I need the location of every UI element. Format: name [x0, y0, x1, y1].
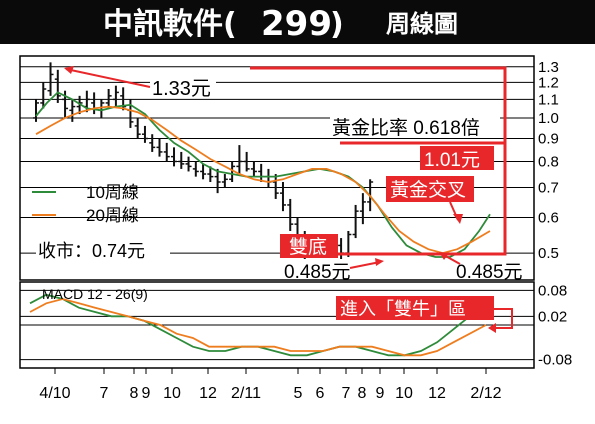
x-tick-label: 10 [163, 385, 181, 402]
low-right-label: 0.485元 [456, 262, 523, 283]
macd-zone-label: 進入「雙牛」區 [340, 299, 466, 319]
x-tick-label: 10 [395, 385, 413, 402]
x-tick-label: 2/12 [470, 385, 501, 402]
double-bottom-badge [280, 234, 338, 258]
low-left-arrow [349, 261, 381, 269]
high-arrowhead [64, 66, 74, 74]
double-bottom-label: 雙底 [289, 236, 327, 258]
x-tick-label: 4/10 [39, 385, 70, 402]
price-tick-label: 1.0 [538, 110, 559, 127]
close-price-label: 收市：0.74元 [38, 241, 145, 261]
price-tick-label: 1.2 [538, 74, 559, 91]
target-badge [420, 146, 494, 170]
golden-ratio-label: 黃金比率 0.618倍 [332, 117, 480, 139]
price-panel-frame [19, 55, 535, 281]
price-tick-label: 0.6 [538, 210, 559, 227]
x-tick-label: 9 [376, 385, 385, 402]
moving-averages [35, 91, 491, 258]
macd-zone-arrow [492, 308, 513, 329]
ma20-line [35, 105, 491, 255]
macd-lines [29, 293, 487, 357]
macd-tick-label: -0.08 [538, 352, 572, 369]
x-tick-label: 7 [342, 385, 351, 402]
price-tick-label: 0.5 [538, 245, 559, 262]
title-subtitle: 周線圖 [386, 10, 458, 38]
close-label-bg [36, 237, 170, 261]
title-bar: 中訊軟件( 299 ) 周線圖 [0, 0, 595, 44]
title-close: ) [330, 7, 344, 42]
target-bracket [250, 66, 507, 256]
x-tick-label: 5 [294, 385, 303, 402]
price-tick-label: 1.1 [538, 91, 559, 108]
price-tick-label: 0.9 [538, 130, 559, 147]
price-tick-label: 0.8 [538, 153, 559, 170]
macd-tick-label: 0.08 [538, 282, 567, 299]
macd-title: MACD 12 - 26(9) [42, 286, 148, 302]
price-bars [33, 62, 374, 260]
macd-axis: 0.08 0.02 -0.08 [538, 282, 572, 368]
macd-zone-badge [336, 296, 494, 320]
low-left-arrowhead [375, 258, 384, 266]
title-main: 中訊軟件( [103, 7, 237, 42]
x-tick-label: 2/11 [231, 385, 261, 402]
x-tick-label: 6 [316, 385, 325, 402]
golden-ratio-bg [330, 113, 500, 137]
x-tick-label: 9 [142, 385, 151, 402]
x-tick-label: 8 [130, 385, 139, 402]
high-arrow [65, 68, 151, 88]
price-axis: 1.31.21.1 1.0 0.9 0.8 0.7 0.6 0.5 [538, 59, 559, 262]
x-tick-label: 7 [100, 385, 109, 402]
low-right-arrowhead [439, 252, 449, 260]
x-tick-label: 8 [358, 385, 367, 402]
golden-cross-arrowhead [453, 214, 463, 224]
target-label: 1.01元 [424, 150, 480, 171]
golden-cross-label: 黃金交叉 [390, 179, 466, 201]
ma10-line [35, 91, 491, 258]
annotations: 1.33元 黃金比率 0.618倍 1.01元 黃金交叉 雙底 0.485元 0… [36, 66, 523, 333]
macd-zone-arrowhead [488, 323, 496, 333]
low-left-label: 0.485元 [284, 262, 351, 283]
price-tick-label: 1.3 [538, 59, 559, 76]
x-tick-label: 12 [428, 385, 446, 402]
legend-ma20-label: 20周線 [86, 206, 139, 225]
signal-line [29, 298, 487, 357]
high-label: 1.33元 [152, 78, 211, 100]
title-background [0, 0, 595, 44]
x-tick-label: 12 [199, 385, 217, 402]
legend: 10周線 20周線 [32, 183, 139, 225]
price-tick-label: 0.7 [538, 179, 559, 196]
x-axis: 4/10 7 8 9 10 12 2/11 5 6 7 8 9 10 12 2/12 [39, 368, 502, 402]
macd-tick-label: 0.02 [538, 308, 567, 325]
title-code: 299 [261, 4, 332, 44]
golden-cross-badge [386, 176, 474, 202]
legend-ma10-label: 10周線 [86, 183, 139, 202]
high-label-bg [150, 74, 216, 98]
